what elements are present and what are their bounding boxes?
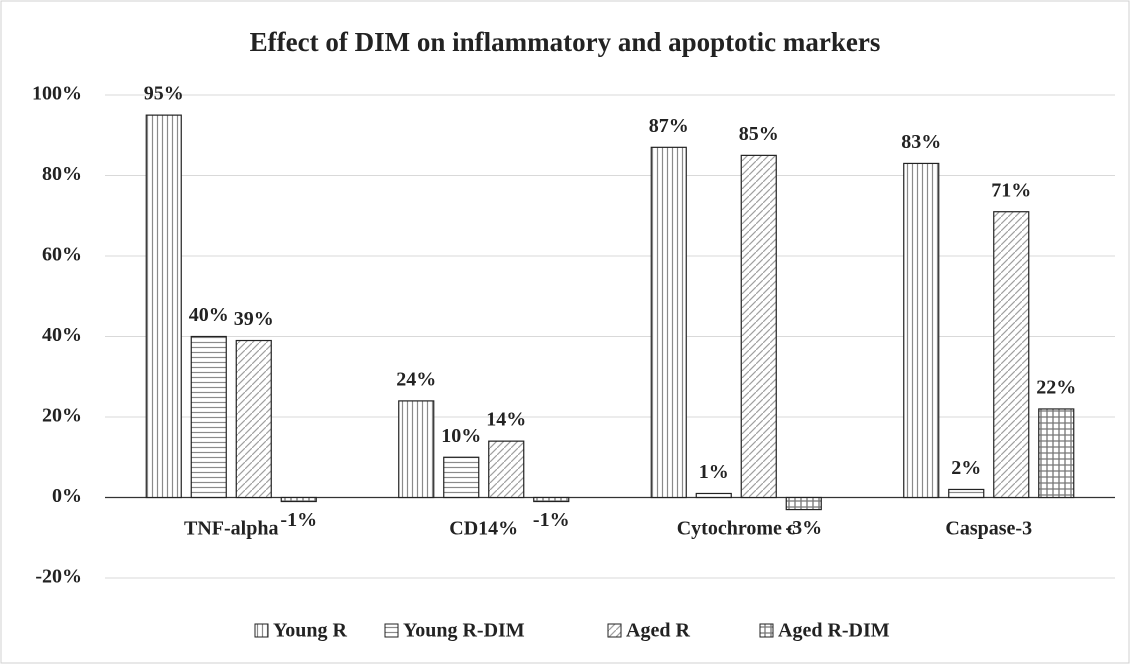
bar	[740, 154, 777, 499]
data-label: 71%	[991, 179, 1031, 201]
y-tick-label: 60%	[42, 244, 82, 266]
legend-label: Young R-DIM	[403, 620, 525, 642]
data-label: 2%	[951, 457, 981, 479]
bar	[398, 400, 435, 499]
data-label: 22%	[1036, 377, 1076, 399]
data-label: 95%	[144, 83, 184, 105]
bar	[1038, 408, 1075, 499]
x-tick-label: CD14%	[449, 518, 518, 540]
x-tick-label: TNF-alpha	[184, 518, 278, 540]
data-label: 87%	[649, 115, 689, 137]
bar	[145, 114, 182, 499]
bar	[280, 496, 317, 503]
y-tick-label: 40%	[42, 324, 82, 346]
bar	[785, 496, 822, 511]
legend-label: Aged R	[626, 620, 690, 642]
bar	[695, 492, 732, 499]
data-label: 24%	[396, 368, 436, 390]
legend-label: Young R	[273, 620, 347, 642]
bar	[533, 496, 570, 503]
data-label: 40%	[189, 304, 229, 326]
x-tick-label: Caspase-3	[945, 518, 1032, 540]
data-label: -3%	[785, 517, 822, 539]
bar	[948, 488, 985, 499]
y-tick-label: 20%	[42, 405, 82, 427]
y-tick-label: 0%	[52, 485, 82, 507]
bar	[443, 456, 480, 499]
data-label: 1%	[699, 461, 729, 483]
y-tick-label: 100%	[32, 83, 82, 105]
data-label: 85%	[739, 123, 779, 145]
legend-label: Aged R-DIM	[778, 620, 890, 642]
bar	[993, 211, 1030, 499]
legend-swatch	[384, 623, 399, 638]
data-label: 83%	[901, 131, 941, 153]
data-label: -1%	[533, 509, 570, 531]
legend-swatch	[607, 623, 622, 638]
bar	[650, 146, 687, 499]
legend-swatch	[254, 623, 269, 638]
x-tick-label: Cytochrome c	[677, 518, 796, 540]
bar	[488, 440, 525, 499]
bar	[235, 339, 272, 499]
data-label: 10%	[441, 425, 481, 447]
legend-swatch	[759, 623, 774, 638]
bar	[903, 162, 940, 499]
y-tick-label: 80%	[42, 163, 82, 185]
y-tick-label: -20%	[35, 566, 82, 588]
chart-title: Effect of DIM on inflammatory and apopto…	[250, 27, 881, 57]
data-label: 39%	[234, 308, 274, 330]
data-label: 14%	[486, 409, 526, 431]
bar	[190, 335, 227, 499]
data-label: -1%	[280, 509, 317, 531]
